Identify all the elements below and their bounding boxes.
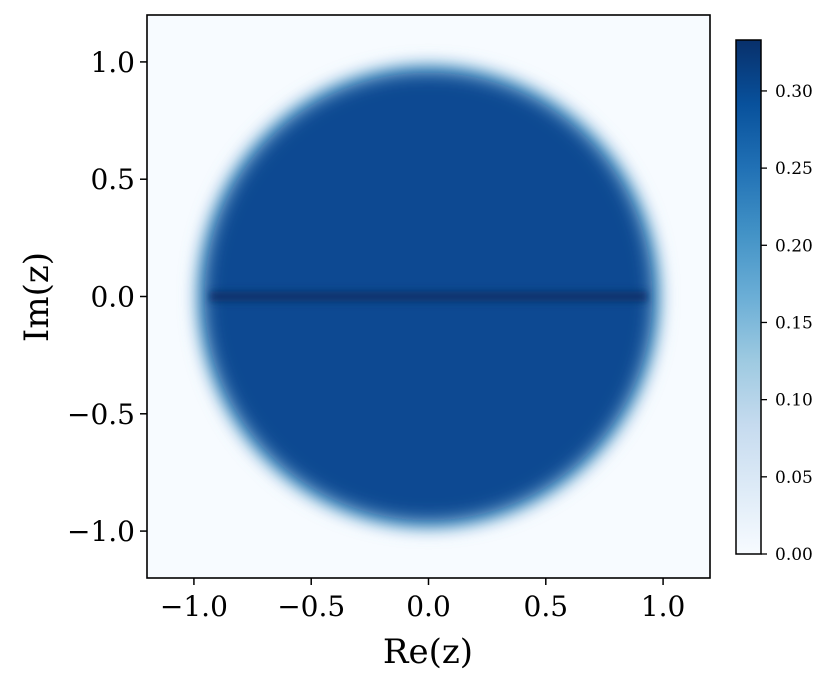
y-axis-ticks: 1.0 0.5 0.0 −0.5 −1.0 bbox=[67, 46, 147, 548]
colorbar: 0.00 0.05 0.10 0.15 0.20 0.25 0.30 bbox=[735, 39, 813, 565]
colorbar-tick-label: 0.20 bbox=[775, 236, 813, 256]
x-tick-label: 1.0 bbox=[641, 590, 686, 623]
colorbar-tick-label: 0.10 bbox=[775, 391, 813, 411]
plot-area bbox=[146, 14, 711, 579]
colorbar-tick-label: 0.00 bbox=[775, 545, 813, 565]
y-axis-label: Im(z) bbox=[17, 252, 57, 342]
y-tick-label: −0.5 bbox=[67, 398, 135, 431]
density-layer bbox=[197, 65, 660, 528]
colorbar-gradient bbox=[736, 40, 761, 554]
y-tick-label: −1.0 bbox=[67, 515, 135, 548]
y-tick-label: 0.5 bbox=[90, 163, 135, 196]
x-tick-label: 0.5 bbox=[524, 590, 569, 623]
y-tick-label: 0.0 bbox=[90, 281, 135, 314]
y-tick-label: 1.0 bbox=[90, 46, 135, 79]
colorbar-frame bbox=[735, 39, 762, 555]
colorbar-tick-label: 0.25 bbox=[775, 159, 813, 179]
x-tick-label: −1.0 bbox=[160, 590, 228, 623]
x-tick-label: 0.0 bbox=[406, 590, 451, 623]
real-axis-density-band bbox=[210, 291, 647, 302]
colorbar-ticks: 0.00 0.05 0.10 0.15 0.20 0.25 0.30 bbox=[761, 82, 813, 565]
x-axis-ticks: −1.0 −0.5 0.0 0.5 1.0 bbox=[160, 578, 685, 623]
x-tick-label: −0.5 bbox=[277, 590, 345, 623]
colorbar-tick-label: 0.30 bbox=[775, 82, 813, 102]
colorbar-tick-label: 0.15 bbox=[775, 313, 813, 333]
colorbar-tick-label: 0.05 bbox=[775, 468, 813, 488]
x-axis-label: Re(z) bbox=[383, 632, 473, 672]
